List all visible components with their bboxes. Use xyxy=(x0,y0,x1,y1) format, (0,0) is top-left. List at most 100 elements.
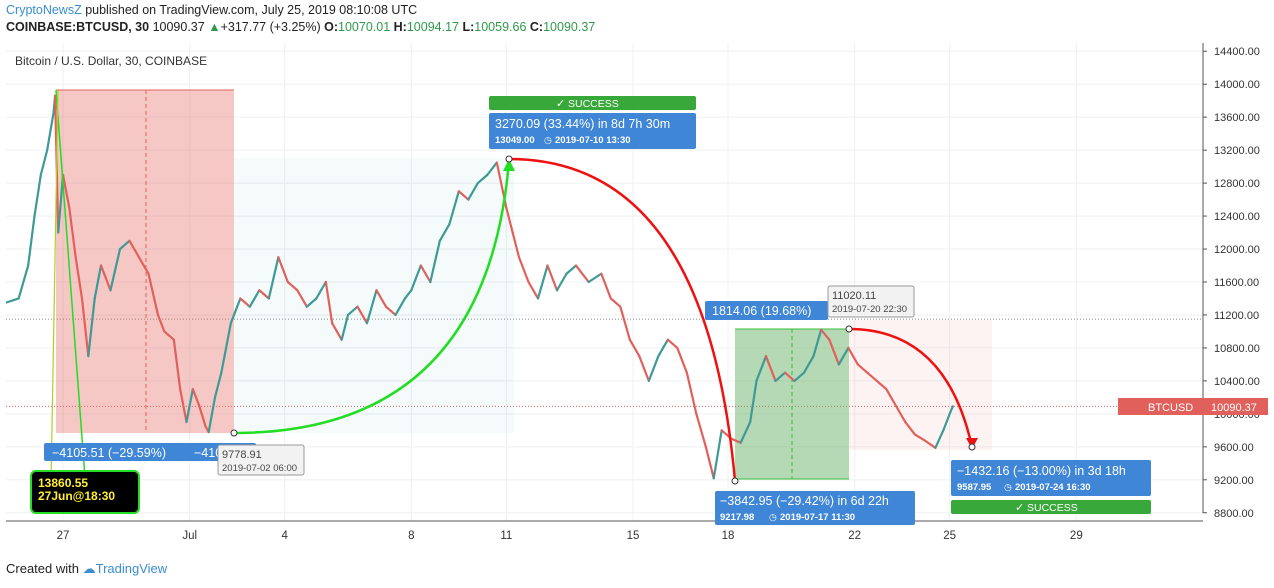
price-segment xyxy=(712,429,723,480)
measure-label-top[interactable]: 3270.09 (33.44%) in 8d 7h 30m 13049.00 ◷… xyxy=(489,113,696,149)
price-segment xyxy=(394,297,407,317)
success-badge-1[interactable]: ✓ SUCCESS xyxy=(489,96,696,110)
price-segment xyxy=(305,297,318,308)
x-tick-label: 4 xyxy=(281,530,288,542)
price-segment xyxy=(546,264,559,292)
price-segment xyxy=(163,330,175,341)
price-segment xyxy=(457,190,470,201)
author-link[interactable]: CryptoNewsZ xyxy=(6,3,82,17)
high-label: H: xyxy=(393,20,407,34)
short-position-box-1[interactable] xyxy=(56,90,234,433)
swing-line-1 xyxy=(55,89,87,492)
price-segment xyxy=(356,305,369,325)
box1-measure-tail: −410 xyxy=(194,446,222,460)
high1-callout[interactable]: 13860.55 27Jun@18:30 xyxy=(30,470,140,514)
low-label: L: xyxy=(462,20,475,34)
price-segment xyxy=(375,289,388,308)
y-tick-label: 10800.00 xyxy=(1214,343,1260,355)
price-segment xyxy=(828,338,840,366)
close-value: 10090.37 xyxy=(543,20,596,34)
point-low1[interactable] xyxy=(230,429,238,437)
price-segment xyxy=(156,313,166,333)
price-segment xyxy=(128,239,141,259)
price-chart[interactable]: 8800.009200.009600.0010000.0010400.00108… xyxy=(6,43,1268,551)
price-segment xyxy=(410,264,422,292)
y-tick-label: 11200.00 xyxy=(1214,310,1259,322)
price-segment xyxy=(57,173,65,234)
price-segment xyxy=(213,371,223,399)
clock-icon: ◷ xyxy=(544,135,552,145)
change-value: +317.77 (+3.25%) xyxy=(220,20,321,34)
high2-value: 11020.11 xyxy=(832,290,876,302)
price-segment xyxy=(555,272,568,292)
success-label-1: SUCCESS xyxy=(568,98,619,110)
price-segment xyxy=(315,280,327,300)
price-segment xyxy=(33,173,42,218)
x-tick-label: 25 xyxy=(943,530,956,542)
x-tick-label: 22 xyxy=(848,530,861,542)
price-segment xyxy=(885,388,897,407)
price-axis[interactable] xyxy=(1203,43,1268,513)
price-segment xyxy=(856,363,869,374)
measure-label-low3[interactable]: −1432.16 (−13.00%) in 3d 18h 9587.95 ◷ 2… xyxy=(951,460,1151,496)
price-segment xyxy=(324,280,334,325)
green-arc xyxy=(233,160,511,435)
price-segment xyxy=(137,256,150,275)
price-segment xyxy=(527,280,540,300)
price-segment xyxy=(331,322,343,341)
price-segment xyxy=(666,338,679,350)
high2-price-label[interactable]: 11020.11 2019-07-20 22:30 xyxy=(827,285,915,318)
price-segment xyxy=(676,346,688,374)
point-low3[interactable] xyxy=(968,443,976,451)
price-segment xyxy=(638,355,650,382)
price-segment xyxy=(587,272,603,284)
price-segment xyxy=(866,371,878,382)
point-high2[interactable] xyxy=(845,325,853,333)
point-high1[interactable] xyxy=(505,155,513,163)
tradingview-link[interactable]: TradingView xyxy=(95,561,168,576)
up-arrow-icon: ▲ xyxy=(208,20,221,34)
price-segment xyxy=(109,247,122,292)
price-segment xyxy=(764,355,777,382)
price-segment xyxy=(619,305,631,341)
price-segment xyxy=(476,173,489,185)
price-segment xyxy=(448,190,460,226)
price-segment xyxy=(657,338,669,358)
low1-price-label[interactable]: 9778.91 2019-07-02 06:00 xyxy=(217,444,305,476)
price-segment xyxy=(198,404,207,428)
price-segment xyxy=(220,322,232,374)
price-segment xyxy=(99,264,112,292)
top-measure-date: 2019-07-10 13:30 xyxy=(555,135,631,146)
top-measure-text: 3270.09 (33.44%) in 8d 7h 30m xyxy=(495,117,670,131)
measure-label-box1[interactable]: −4105.51 (−29.59%) −410 xyxy=(44,443,256,461)
y-tick-label: 11600.00 xyxy=(1214,277,1259,289)
low1-value: 9778.91 xyxy=(222,449,262,461)
x-tick-label: Jul xyxy=(182,530,197,542)
y-tick-label: 14400.00 xyxy=(1214,46,1260,58)
symbol-label: COINBASE:BTCUSD, 30 xyxy=(6,20,150,34)
price-segment xyxy=(609,297,622,308)
footer: Created with ☁TradingView xyxy=(6,561,167,577)
price-segment xyxy=(384,305,397,317)
price-segment xyxy=(147,272,160,317)
price-segment xyxy=(913,433,926,442)
y-tick-label: 13200.00 xyxy=(1214,145,1260,157)
price-segment xyxy=(847,346,859,366)
measure-label-mid[interactable]: 1814.06 (19.68%) xyxy=(705,301,828,320)
price-segment xyxy=(267,256,280,300)
last-price-label: BTCUSD 10090.37 xyxy=(1118,398,1268,415)
price-segment xyxy=(783,371,796,382)
success-badge-2[interactable]: ✓ SUCCESS xyxy=(951,500,1151,514)
price-segment xyxy=(118,239,131,251)
low-value: 10059.66 xyxy=(474,20,527,34)
low3-measure-date: 2019-07-24 16:30 xyxy=(1015,482,1091,493)
price-segment xyxy=(39,149,49,176)
price-segment xyxy=(704,445,715,480)
price-segment xyxy=(695,412,707,448)
point-low2[interactable] xyxy=(731,477,739,485)
y-tick-label: 14000.00 xyxy=(1214,79,1260,91)
created-with: Created with xyxy=(6,561,79,576)
short-position-box-2[interactable] xyxy=(849,320,992,450)
measure-label-low2[interactable]: −3842.95 (−29.42%) in 6d 22h 9217.98 ◷ 2… xyxy=(715,491,915,525)
price-segment xyxy=(258,289,270,300)
